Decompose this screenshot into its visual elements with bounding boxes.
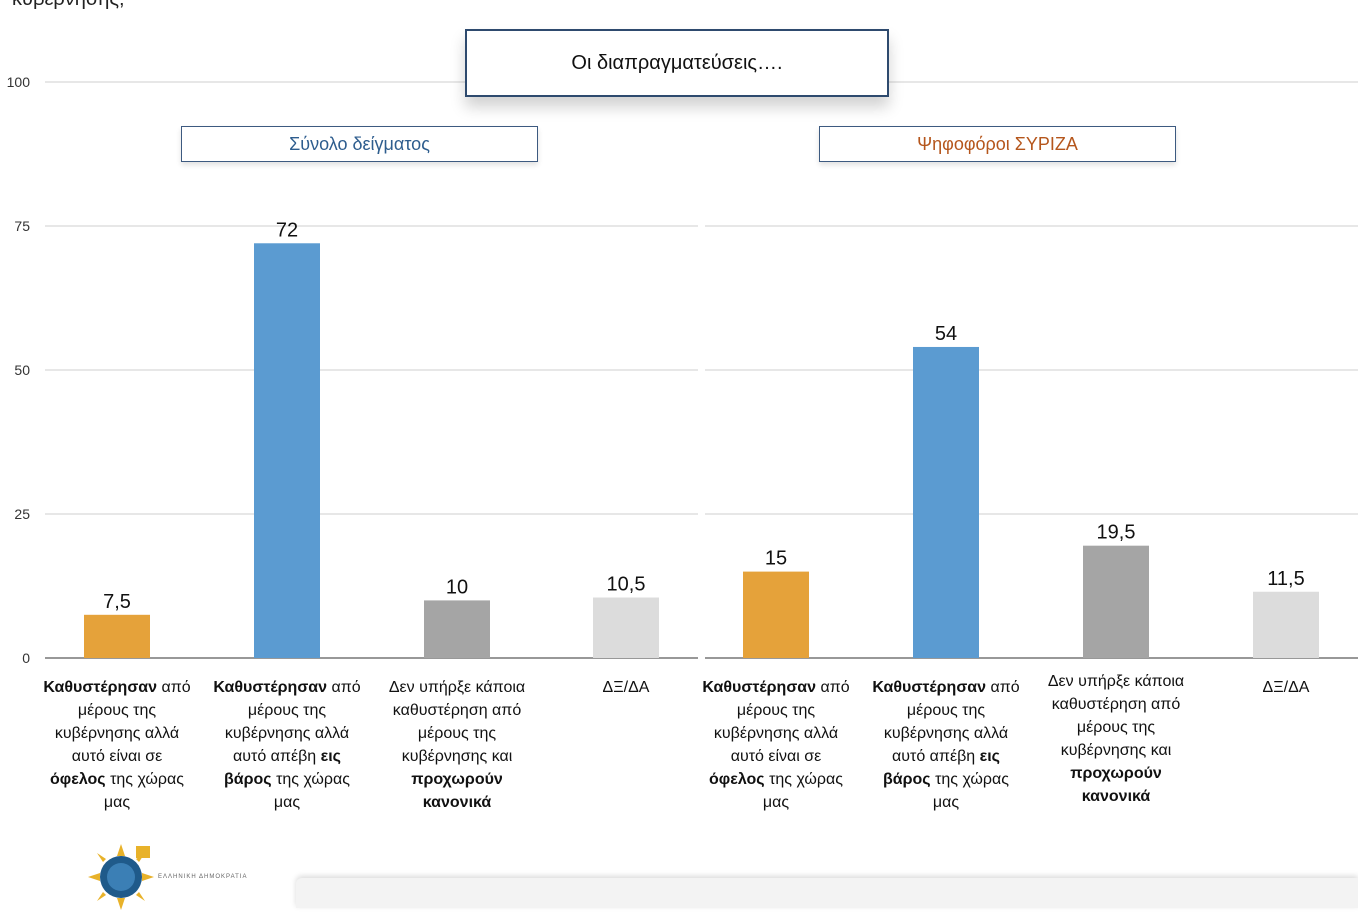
data-label: 15 xyxy=(765,548,787,570)
footer-bar xyxy=(296,878,1358,908)
bar xyxy=(1083,545,1149,658)
category-label-2-syriza: Καθυστέρησαν από μέρους της κυβέρνησης α… xyxy=(872,679,1020,811)
logo-emblem xyxy=(88,844,154,910)
bar xyxy=(743,571,809,658)
category-label-2: Καθυστέρησαν από μέρους της κυβέρνησης α… xyxy=(213,679,361,811)
y-tick-label: 75 xyxy=(14,218,30,234)
category-label-3-syriza: Δεν υπήρξε κάποια καθυστέρηση από μέρους… xyxy=(1047,673,1185,805)
category-label-3: Δεν υπήρξε κάποια καθυστέρηση από μέρους… xyxy=(388,679,526,811)
y-tick-label: 100 xyxy=(7,74,31,90)
data-label: 7,5 xyxy=(103,591,131,613)
logo-text: ΕΛΛΗΝΙΚΗ ΔΗΜΟΚΡΑΤΙΑ xyxy=(158,874,248,880)
data-label: 19,5 xyxy=(1097,522,1136,544)
bar xyxy=(424,600,490,658)
y-tick-label: 50 xyxy=(14,362,30,378)
bar xyxy=(84,614,150,658)
y-tick-label: 25 xyxy=(14,506,30,522)
category-label-1: Καθυστέρησαν από μέρους της κυβέρνησης α… xyxy=(43,679,191,811)
bar xyxy=(913,346,979,658)
data-label: 11,5 xyxy=(1267,568,1304,590)
data-label: 10 xyxy=(446,576,468,598)
panel-title-syriza: Ψηφοφόροι ΣΥΡΙΖΑ xyxy=(819,126,1176,162)
bar xyxy=(593,597,659,658)
question-text: κυβέρνησης; xyxy=(12,0,125,11)
panel-title-total: Σύνολο δείγματος xyxy=(181,126,538,162)
banner-title: Οι διαπραγματεύσεις…. xyxy=(465,29,889,97)
data-label: 10,5 xyxy=(607,574,646,596)
bar xyxy=(1253,591,1319,658)
category-label-4-syriza: ΔΞ/ΔΑ xyxy=(1262,679,1310,696)
y-tick-label: 0 xyxy=(22,650,30,666)
category-label-4: ΔΞ/ΔΑ xyxy=(602,679,650,696)
bar xyxy=(254,243,320,658)
data-label: 54 xyxy=(935,323,957,345)
category-label-1-syriza: Καθυστέρησαν από μέρους της κυβέρνησης α… xyxy=(702,679,850,811)
data-label: 72 xyxy=(276,219,298,241)
